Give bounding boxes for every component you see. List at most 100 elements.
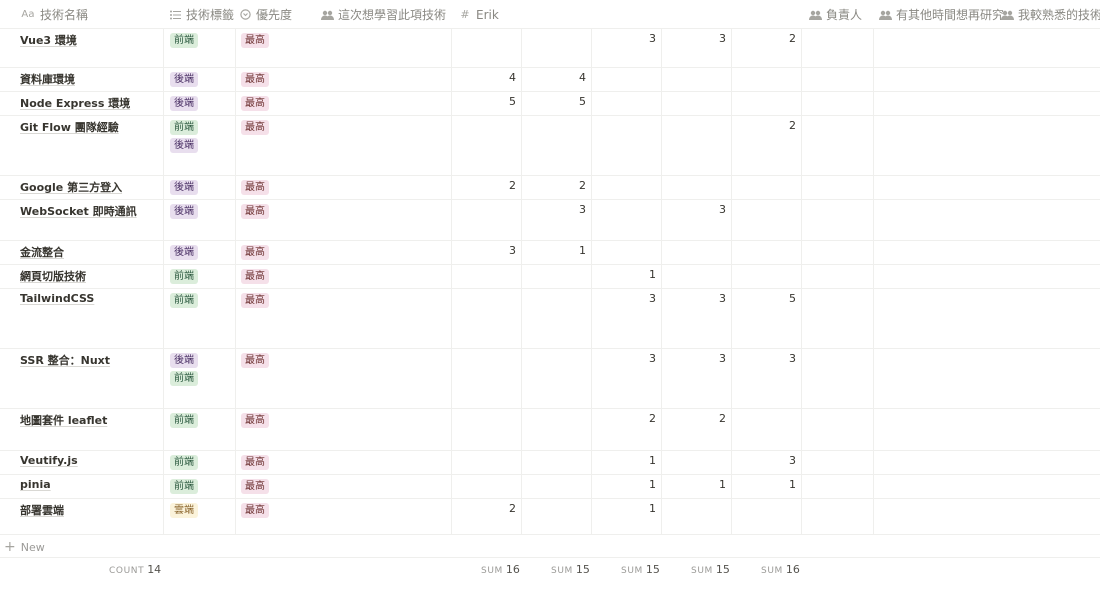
table-row[interactable]: 金流整合 後端 最高 3 1 bbox=[0, 241, 1100, 265]
tag-frontend: 前端 bbox=[170, 269, 198, 284]
count-calculation[interactable]: COUNT 14 bbox=[109, 563, 161, 576]
table-row[interactable]: Vue3 環境 前端 最高 3 3 2 bbox=[0, 29, 1100, 68]
sum-value: 15 bbox=[575, 563, 590, 576]
column-header-label: Erik bbox=[476, 7, 499, 22]
sum-value: 15 bbox=[645, 563, 660, 576]
number-cell[interactable]: 5 bbox=[579, 95, 586, 108]
column-header-label: 優先度 bbox=[256, 8, 293, 22]
table-row[interactable]: 資料庫環境 後端 最高 4 4 bbox=[0, 68, 1100, 92]
number-cell[interactable]: 3 bbox=[719, 292, 726, 305]
number-cell[interactable]: 2 bbox=[789, 32, 796, 45]
column-header-erik[interactable]: # Erik bbox=[458, 0, 499, 29]
tag-backend: 後端 bbox=[170, 245, 198, 260]
row-title[interactable]: 地圖套件 leaflet bbox=[20, 414, 108, 427]
number-cell[interactable]: 5 bbox=[509, 95, 516, 108]
table-row[interactable]: Veutify.js 前端 最高 1 3 bbox=[0, 451, 1100, 475]
number-cell[interactable]: 2 bbox=[579, 179, 586, 192]
priority-badge: 最高 bbox=[241, 353, 269, 368]
row-title[interactable]: Vue3 環境 bbox=[20, 34, 77, 47]
row-title[interactable]: 部署雲端 bbox=[20, 504, 64, 517]
table-row[interactable]: Git Flow 團隊經驗 前端 後端 最高 2 bbox=[0, 116, 1100, 176]
table-row[interactable]: SSR 整合：Nuxt 後端 前端 最高 3 3 3 bbox=[0, 349, 1100, 409]
table-row[interactable]: WebSocket 即時通訊 後端 最高 3 3 bbox=[0, 200, 1100, 241]
row-title[interactable]: 資料庫環境 bbox=[20, 73, 75, 86]
row-title[interactable]: Google 第三方登入 bbox=[20, 181, 123, 194]
priority-badge: 最高 bbox=[241, 245, 269, 260]
number-cell[interactable]: 1 bbox=[649, 268, 656, 281]
sum-calculation[interactable]: SUM 15 bbox=[621, 563, 660, 576]
table-row[interactable]: TailwindCSS 前端 最高 3 3 5 bbox=[0, 289, 1100, 349]
table-row[interactable]: Node Express 環境 後端 最高 5 5 bbox=[0, 92, 1100, 116]
column-header-priority[interactable]: 優先度 bbox=[238, 0, 292, 29]
priority-badge: 最高 bbox=[241, 96, 269, 111]
row-divider bbox=[0, 240, 1100, 241]
number-cell[interactable]: 3 bbox=[649, 352, 656, 365]
number-cell[interactable]: 3 bbox=[649, 292, 656, 305]
row-title[interactable]: 金流整合 bbox=[20, 246, 64, 259]
priority-badge: 最高 bbox=[241, 33, 269, 48]
person-property-icon bbox=[320, 8, 334, 22]
row-title[interactable]: Git Flow 團隊經驗 bbox=[20, 121, 119, 134]
table-row[interactable]: pinia 前端 最高 1 1 1 bbox=[0, 475, 1100, 499]
number-cell[interactable]: 2 bbox=[719, 412, 726, 425]
table-row[interactable]: Google 第三方登入 後端 最高 2 2 bbox=[0, 176, 1100, 200]
sum-calculation[interactable]: SUM 16 bbox=[481, 563, 520, 576]
column-header-label: 有其他時間想再研究 bbox=[896, 8, 1005, 22]
number-cell[interactable]: 3 bbox=[579, 203, 586, 216]
number-cell[interactable]: 5 bbox=[789, 292, 796, 305]
number-cell[interactable]: 1 bbox=[789, 478, 796, 491]
row-title[interactable]: Veutify.js bbox=[20, 454, 78, 467]
priority-badge: 最高 bbox=[241, 204, 269, 219]
number-cell[interactable]: 2 bbox=[649, 412, 656, 425]
number-cell[interactable]: 1 bbox=[649, 478, 656, 491]
column-header-label: 我較熟悉的技術 bbox=[1018, 8, 1100, 22]
row-title[interactable]: WebSocket 即時通訊 bbox=[20, 205, 137, 218]
number-cell[interactable]: 3 bbox=[719, 203, 726, 216]
number-cell[interactable]: 1 bbox=[719, 478, 726, 491]
row-title[interactable]: TailwindCSS bbox=[20, 292, 95, 305]
footer-divider bbox=[0, 557, 1100, 558]
row-title[interactable]: 網頁切版技術 bbox=[20, 270, 86, 283]
number-cell[interactable]: 3 bbox=[789, 352, 796, 365]
number-cell[interactable]: 1 bbox=[649, 502, 656, 515]
number-cell[interactable]: 3 bbox=[789, 454, 796, 467]
number-cell[interactable]: 1 bbox=[579, 244, 586, 257]
priority-badge: 最高 bbox=[241, 479, 269, 494]
tag-frontend: 前端 bbox=[170, 120, 198, 135]
number-cell[interactable]: 1 bbox=[649, 454, 656, 467]
column-divider bbox=[873, 29, 874, 535]
column-header-label: 技術標籤 bbox=[186, 8, 235, 22]
new-row-button[interactable]: + New bbox=[4, 539, 45, 555]
table-row[interactable]: 地圖套件 leaflet 前端 最高 2 2 bbox=[0, 409, 1100, 451]
number-cell[interactable]: 3 bbox=[719, 32, 726, 45]
column-header-owner[interactable]: 負責人 bbox=[808, 0, 862, 29]
number-cell[interactable]: 2 bbox=[509, 179, 516, 192]
column-header-learn[interactable]: 這次想學習此項技術 bbox=[320, 0, 446, 29]
number-cell[interactable]: 4 bbox=[579, 71, 586, 84]
column-divider bbox=[661, 29, 662, 535]
sum-calculation[interactable]: SUM 15 bbox=[551, 563, 590, 576]
column-divider bbox=[163, 29, 164, 535]
number-cell[interactable]: 3 bbox=[649, 32, 656, 45]
number-cell[interactable]: 4 bbox=[509, 71, 516, 84]
column-header-name[interactable]: Aa 技術名稱 bbox=[20, 0, 88, 29]
table-row[interactable]: 網頁切版技術 前端 最高 1 bbox=[0, 265, 1100, 289]
row-title[interactable]: Node Express 環境 bbox=[20, 97, 131, 110]
sum-calculation[interactable]: SUM 15 bbox=[691, 563, 730, 576]
number-cell[interactable]: 3 bbox=[509, 244, 516, 257]
column-header-tags[interactable]: 技術標籤 bbox=[168, 0, 234, 29]
row-title[interactable]: pinia bbox=[20, 478, 51, 491]
column-header-familiar[interactable]: 我較熟悉的技術 bbox=[1000, 0, 1100, 29]
number-cell[interactable]: 3 bbox=[719, 352, 726, 365]
number-cell[interactable]: 2 bbox=[789, 119, 796, 132]
row-title[interactable]: SSR 整合：Nuxt bbox=[20, 354, 111, 367]
header-divider bbox=[0, 28, 1100, 29]
sum-calculation[interactable]: SUM 16 bbox=[761, 563, 800, 576]
count-label: COUNT bbox=[109, 566, 145, 576]
table-row[interactable]: 部署雲端 雲端 最高 2 1 bbox=[0, 499, 1100, 535]
column-header-later[interactable]: 有其他時間想再研究 bbox=[878, 0, 1004, 29]
tag-frontend: 前端 bbox=[170, 293, 198, 308]
number-cell[interactable]: 2 bbox=[509, 502, 516, 515]
tag-cloud: 雲端 bbox=[170, 503, 198, 518]
